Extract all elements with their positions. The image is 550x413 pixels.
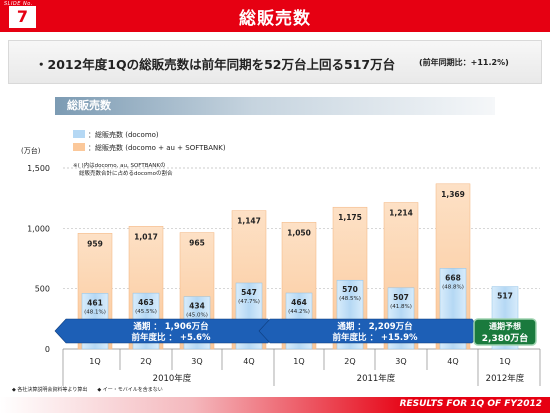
bar-total-label: 959 [87,239,103,248]
bar-docomo-share: (44.2%) [288,309,310,315]
bar-docomo-share: (47.7%) [238,299,260,305]
bar-total-label: 1,050 [287,228,311,237]
bar-docomo-share: (48.8%) [442,284,464,290]
bar-docomo-share: (48.1%) [84,309,106,315]
summary-line-2: 前年度比 ： +5.6% [131,332,211,343]
footnotes: ◆ 各社決算説明会資料等より算出 ◆ イー・モバイルを含まない [12,386,163,393]
year-group-label: 2011年度 [357,373,396,384]
footnote-2: ◆ イー・モバイルを含まない [97,387,163,393]
headline-text: ・2012年度1Qの総販売数は前年同期を52万台上回る517万台 [35,57,396,72]
page-title: 総販売数 [239,9,311,29]
headline-banner: ・2012年度1Qの総販売数は前年同期を52万台上回る517万台 (前年同期比：… [8,40,542,84]
summary-line-2: 前年度比 ： +15.9% [332,332,418,343]
y-tick-label: 1,500 [27,164,50,173]
bar-total-label: 1,214 [389,209,413,218]
forecast-line-2: 2,380万台 [482,332,528,344]
bar-total-label: 1,369 [441,190,465,199]
annotation-line-2: 総販売数合計に占めるdocomoの割合 [79,169,173,177]
legend-swatch-total [73,143,85,151]
footer-bar [0,397,550,413]
x-tick-label: 2Q [344,357,355,366]
section-label: 総販売数 [67,99,111,112]
x-tick-label: 1Q [293,357,304,366]
bar-docomo-label: 461 [87,298,103,307]
x-tick-label: 3Q [191,357,202,366]
legend-total: ：総販売数 (docomo + au + SOFTBANK) [88,143,226,152]
slide-number-label: SLIDE No. [4,1,33,7]
bar-total-label: 1,017 [134,232,158,241]
bar-docomo-label: 463 [138,298,154,307]
section-header: 総販売数 [55,97,495,115]
summary-line-1: 通期 ： 1,906万台 [133,321,209,332]
legend-swatch-docomo [73,130,85,138]
year-group-label: 2012年度 [486,373,525,384]
y-tick-label: 500 [35,285,50,294]
year-group-label: 2010年度 [153,373,192,384]
bar-docomo-label: 570 [342,285,358,294]
y-tick-label: 1,000 [27,224,50,233]
bar-docomo-label: 668 [445,273,461,282]
bar-total-label: 1,175 [338,213,362,222]
legend-docomo: ：総販売数 (docomo) [88,130,159,139]
y-axis-unit: (万台) [21,146,41,155]
x-tick-label: 2Q [140,357,151,366]
bar-total-label: 1,147 [237,217,261,226]
x-tick-label: 1Q [499,357,510,366]
bar-docomo-share: (48.5%) [339,296,361,302]
x-tick-label: 4Q [243,357,254,366]
bar-docomo-label: 517 [497,292,513,301]
bar-docomo-share: (45.0%) [186,313,208,319]
y-tick-label: 0 [45,345,50,354]
header-bar [0,0,550,32]
x-tick-label: 4Q [447,357,458,366]
bar-docomo-share: (41.8%) [390,304,412,310]
headline-note: (前年同期比：+11.2%) [419,58,509,67]
bar-docomo-label: 547 [241,288,257,297]
bar-total-label: 965 [189,239,205,248]
bar-docomo-label: 434 [189,302,205,311]
forecast-box [473,318,537,346]
x-tick-label: 3Q [395,357,406,366]
bar-docomo-share: (45.5%) [135,309,157,315]
slide-number: 7 [9,6,36,28]
summary-line-1: 通期 ： 2,209万台 [337,321,413,332]
footer-text: RESULTS FOR 1Q OF FY2012 [399,399,542,409]
bar-docomo-label: 507 [393,293,409,302]
bar-docomo-label: 464 [291,298,307,307]
footnote-1: ◆ 各社決算説明会資料等より算出 [12,387,88,393]
annotation-line-1: ※( )内はdocomo, au, SOFTBANKの [73,161,165,169]
forecast-line-1: 通期予想 [489,321,521,331]
x-tick-label: 1Q [89,357,100,366]
